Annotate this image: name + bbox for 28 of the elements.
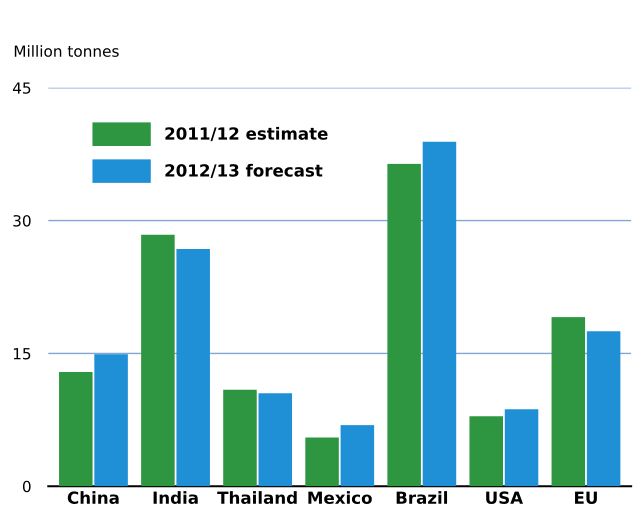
- bar: [258, 393, 292, 486]
- y-tick-label: 30: [13, 215, 31, 227]
- bar: [94, 354, 128, 486]
- bar: [141, 234, 175, 486]
- x-tick-label: Thailand: [217, 491, 297, 504]
- bar: [340, 425, 374, 486]
- bar: [305, 438, 339, 486]
- x-tick-label: India: [154, 491, 198, 504]
- legend-label: 2012/13 forecast: [165, 164, 322, 178]
- x-tick-label: Mexico: [308, 491, 372, 504]
- bar: [552, 317, 586, 486]
- y-tick-label: 15: [14, 348, 30, 360]
- y-tick-label: 45: [12, 82, 30, 94]
- bar: [223, 390, 257, 486]
- x-tick-label: EU: [575, 492, 597, 504]
- bar: [176, 248, 210, 486]
- bar: [586, 331, 620, 486]
- y-axis-title: Million tonnes: [14, 45, 119, 57]
- bar: [387, 164, 421, 486]
- bar: [469, 416, 503, 486]
- bar: [59, 372, 93, 486]
- y-tick-label: 0: [22, 480, 31, 492]
- bar: [504, 409, 538, 486]
- x-tick-label: China: [68, 491, 119, 504]
- bar: [422, 142, 456, 486]
- legend-label: 2011/12 estimate: [165, 126, 328, 142]
- x-tick-label: Brazil: [396, 491, 448, 504]
- x-tick-label: USA: [486, 491, 524, 504]
